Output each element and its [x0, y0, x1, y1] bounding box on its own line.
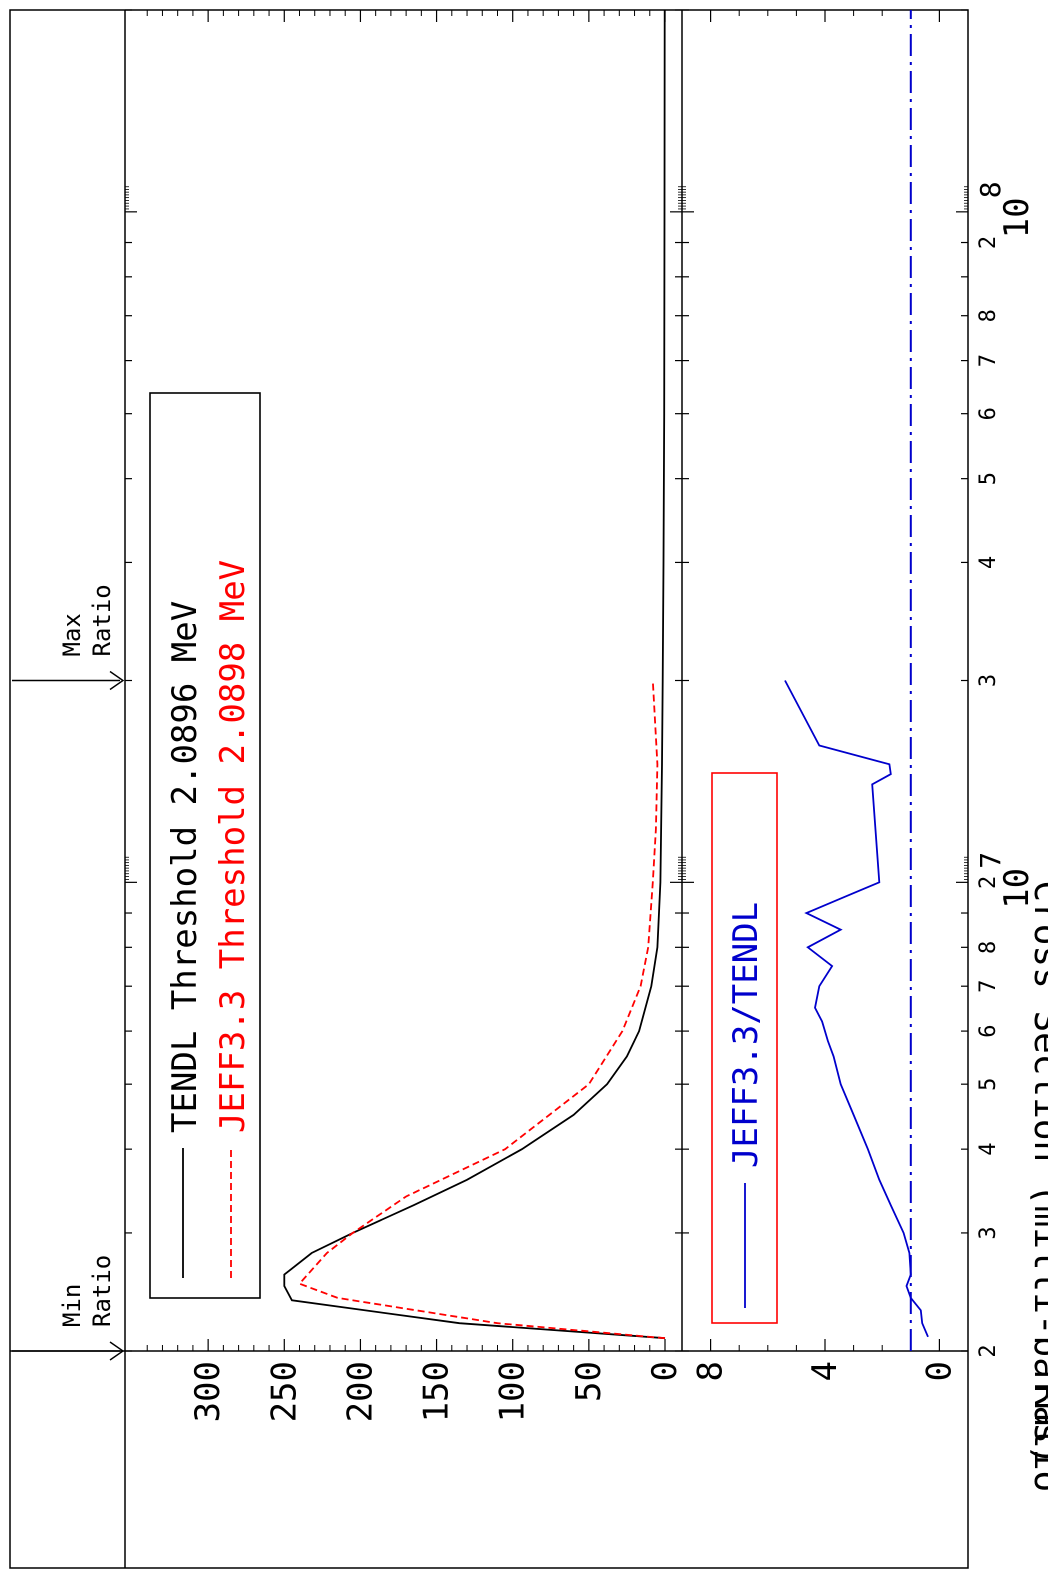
ratio-marker-label-line2: Ratio	[88, 584, 116, 656]
x-decade-exponent: 7	[974, 852, 1007, 869]
x-tick-label: 6	[976, 1024, 1001, 1037]
axis-ticks	[125, 9, 968, 1352]
ratio-y-tick-label: 4	[805, 1361, 845, 1381]
y-tick-label: 150	[417, 1361, 457, 1422]
y-tick-label: 100	[493, 1361, 533, 1422]
x-decade-exponent: 8	[974, 181, 1007, 198]
y-tick-label: 0	[645, 1361, 685, 1381]
y-tick-label: 300	[188, 1361, 228, 1422]
legend-box	[149, 392, 261, 1299]
ratio-marker-arrow	[109, 670, 125, 691]
legend-label: TENDL Threshold 2.0896 MeV	[165, 601, 205, 1133]
x-decade-label: 10	[997, 197, 1037, 238]
x-tick-label: 4	[976, 556, 1001, 569]
x-tick-label: 2	[976, 876, 1001, 889]
legend-label: JEFF3.3 Threshold 2.0898 MeV	[213, 560, 253, 1133]
outer-frame	[9, 9, 969, 1569]
y-tick-label: 50	[569, 1361, 609, 1402]
y-tick-label: 250	[264, 1361, 304, 1422]
ratio-y-tick-label: 0	[919, 1361, 959, 1381]
y-axis-title-cross-section: Cross Section (milli-barns)	[1026, 880, 1048, 1465]
y-tick-label: 200	[340, 1361, 380, 1422]
series-ratio	[784, 680, 929, 1338]
ratio-marker-arrow	[109, 1341, 125, 1361]
data-series	[283, 9, 929, 1351]
x-tick-label: 2	[976, 1344, 1001, 1357]
x-tick-label: 5	[976, 1078, 1001, 1091]
x-tick-label: 6	[976, 407, 1001, 420]
x-tick-label: 8	[976, 941, 1001, 954]
ratio-y-tick-label: 8	[691, 1361, 731, 1381]
ratio-marker-label-line1: Max	[58, 613, 86, 656]
ratio-marker-label-line2: Ratio	[88, 1255, 116, 1327]
x-tick-label: 4	[976, 1143, 1001, 1156]
x-tick-label: 7	[976, 980, 1001, 993]
y-axis-title-ratio: Ratio	[1026, 1384, 1048, 1492]
series-tendl	[283, 9, 666, 1340]
rotated-plot-group: TENDL Threshold 2.0896 MeV JEFF3.3 Thresh…	[9, 9, 1048, 1569]
x-tick-label: 3	[976, 674, 1001, 687]
ratio-legend-label: JEFF3.3/TENDL	[726, 902, 766, 1168]
x-tick-label: 8	[976, 309, 1001, 322]
plot-frames	[9, 9, 969, 1569]
series-jeff33	[297, 680, 666, 1340]
x-decade-label: 10	[997, 868, 1037, 909]
ratio-marker-label-line1: Min	[58, 1284, 86, 1327]
x-tick-label: 7	[976, 354, 1001, 367]
x-tick-label: 5	[976, 472, 1001, 485]
ratio-legend-box	[711, 772, 778, 1324]
x-tick-label: 2	[976, 236, 1001, 249]
x-tick-label: 3	[976, 1226, 1001, 1239]
legends: TENDL Threshold 2.0896 MeV JEFF3.3 Thresh…	[149, 392, 778, 1324]
